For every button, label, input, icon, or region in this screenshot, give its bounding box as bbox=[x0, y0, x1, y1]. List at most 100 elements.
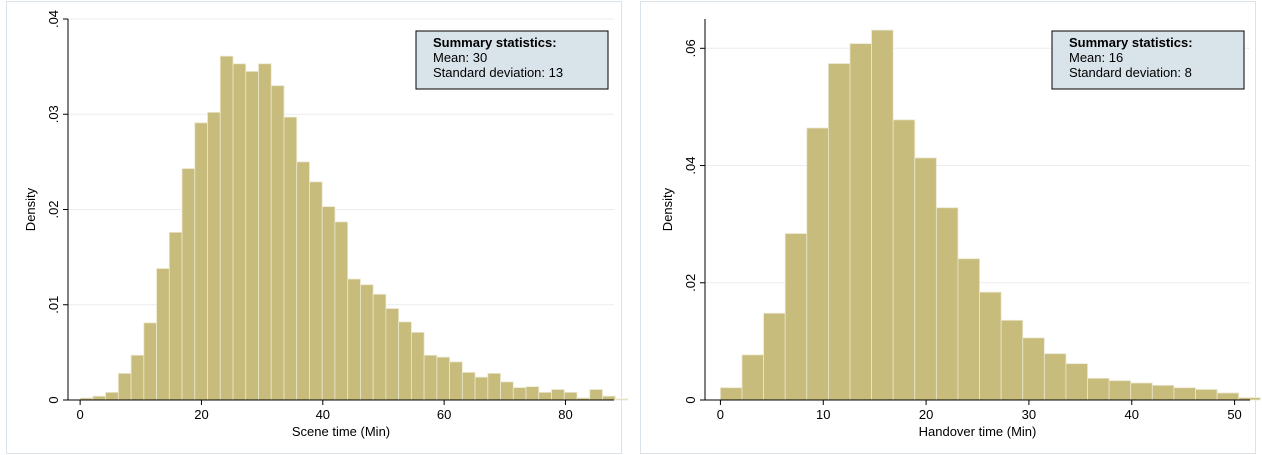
scene-bar bbox=[347, 278, 361, 401]
scene-bar bbox=[372, 293, 387, 401]
scene-bar bbox=[207, 111, 221, 401]
scene-bar bbox=[117, 372, 132, 401]
scene-y-tick-label: .03 bbox=[46, 105, 61, 123]
handover-y-tick-label: .02 bbox=[683, 274, 698, 292]
handover-x-tick-label: 40 bbox=[1125, 407, 1139, 422]
scene-bar bbox=[461, 371, 476, 401]
scene-y-tick-label: .02 bbox=[46, 200, 61, 218]
scene-bar bbox=[500, 381, 514, 401]
scene-bar bbox=[232, 63, 247, 401]
scene-bar bbox=[156, 268, 170, 401]
scene-bar bbox=[589, 389, 603, 401]
scene-time-histogram-panel: 0 20 40 60 80 0 .01 .02 .03 .04 Scene time (Min) De… bbox=[0, 0, 628, 455]
scene-bar bbox=[219, 55, 234, 401]
scene-bar bbox=[512, 387, 527, 401]
handover-bar bbox=[763, 312, 786, 401]
scene-summary-heading: Summary statistics: bbox=[433, 35, 557, 50]
scene-bar bbox=[334, 221, 349, 401]
handover-bar bbox=[1043, 353, 1067, 401]
scene-bar bbox=[245, 70, 259, 401]
handover-bar bbox=[935, 207, 959, 401]
handover-x-axis-title: Handover time (Min) bbox=[919, 424, 1037, 439]
scene-x-tick-label: 40 bbox=[316, 407, 330, 422]
handover-summary-box-bg bbox=[1051, 30, 1245, 90]
scene-bar bbox=[614, 398, 628, 401]
handover-y-axis-title: Density bbox=[660, 187, 675, 231]
scene-bar bbox=[309, 181, 323, 401]
scene-bar bbox=[105, 391, 119, 401]
scene-y-tick-label: 0 bbox=[46, 396, 61, 403]
handover-bar bbox=[1173, 387, 1196, 401]
scene-bar bbox=[385, 308, 400, 401]
handover-x-tick-label: 0 bbox=[717, 407, 724, 422]
scene-y-tick-label: .04 bbox=[46, 10, 61, 28]
handover-y-tick-label: .06 bbox=[683, 39, 698, 57]
scene-bar bbox=[283, 116, 298, 401]
handover-bar bbox=[1108, 380, 1132, 401]
scene-bar bbox=[143, 322, 157, 401]
handover-bar bbox=[1195, 389, 1218, 401]
scene-bar bbox=[92, 395, 107, 401]
scene-bar bbox=[525, 386, 540, 401]
handover-bar bbox=[979, 291, 1002, 401]
scene-bar bbox=[563, 391, 578, 401]
handover-x-tick-label: 20 bbox=[919, 407, 933, 422]
scene-bar bbox=[436, 356, 450, 401]
handover-y-tick-label: .04 bbox=[683, 156, 698, 174]
scene-summary-line: Mean: 30 bbox=[433, 50, 487, 65]
handover-bar bbox=[1130, 382, 1153, 401]
handover-bar bbox=[957, 258, 980, 401]
scene-x-tick-label: 20 bbox=[194, 407, 208, 422]
handover-bar bbox=[892, 119, 916, 401]
handover-bar bbox=[914, 157, 937, 401]
scene-bar bbox=[474, 376, 489, 401]
scene-bar bbox=[258, 63, 272, 401]
scene-x-tick-label: 60 bbox=[437, 407, 451, 422]
handover-bar bbox=[1022, 337, 1045, 401]
scene-bar bbox=[449, 361, 463, 401]
scene-x-tick-label: 0 bbox=[77, 407, 84, 422]
scene-chart-svg: 0 20 40 60 80 0 .01 .02 .03 .04 Scene time (Min) De… bbox=[6, 1, 628, 454]
handover-x-tick-label: 30 bbox=[1022, 407, 1036, 422]
scene-bar bbox=[194, 122, 208, 401]
handover-bar bbox=[1216, 392, 1240, 401]
handover-bar bbox=[1065, 363, 1088, 401]
handover-bar bbox=[871, 29, 894, 401]
scene-bar bbox=[168, 231, 183, 401]
scene-summary-line: Standard deviation: 13 bbox=[433, 65, 563, 80]
handover-summary-line: Mean: 16 bbox=[1069, 50, 1123, 65]
scene-bar bbox=[487, 372, 501, 401]
scene-bar bbox=[360, 284, 374, 401]
scene-bar bbox=[423, 354, 438, 401]
scene-x-axis-title: Scene time (Min) bbox=[292, 424, 390, 439]
scene-x-tick-label: 80 bbox=[558, 407, 572, 422]
scene-bar bbox=[551, 389, 565, 401]
scene-summary-box-bg bbox=[415, 30, 609, 90]
handover-bar bbox=[827, 63, 851, 401]
scene-bar bbox=[296, 161, 310, 401]
handover-x-tick-label: 50 bbox=[1227, 407, 1241, 422]
scene-bar bbox=[538, 391, 552, 401]
handover-time-histogram-panel: 0 10 20 30 40 50 0 .02 .04 .06 Handover time (Min)… bbox=[634, 0, 1262, 455]
handover-bar bbox=[1000, 319, 1024, 401]
handover-x-tick-label: 10 bbox=[816, 407, 830, 422]
handover-bar bbox=[1087, 377, 1110, 401]
scene-bar bbox=[602, 395, 616, 401]
handover-bar bbox=[806, 127, 829, 401]
handover-y-tick-label: 0 bbox=[683, 396, 698, 403]
handover-chart-svg: 0 10 20 30 40 50 0 .02 .04 .06 Handover time (Min)… bbox=[640, 1, 1261, 454]
handover-summary-line: Standard deviation: 8 bbox=[1069, 65, 1192, 80]
handover-bar bbox=[849, 43, 872, 401]
handover-bar bbox=[1151, 384, 1175, 401]
handover-bar bbox=[741, 354, 765, 401]
handover-bar bbox=[720, 387, 743, 401]
scene-bar bbox=[130, 354, 145, 401]
scene-bar bbox=[270, 85, 285, 401]
scene-bar bbox=[321, 206, 336, 401]
scene-bar bbox=[410, 331, 425, 401]
scene-y-axis-title: Density bbox=[23, 187, 38, 231]
handover-bar bbox=[784, 233, 808, 401]
